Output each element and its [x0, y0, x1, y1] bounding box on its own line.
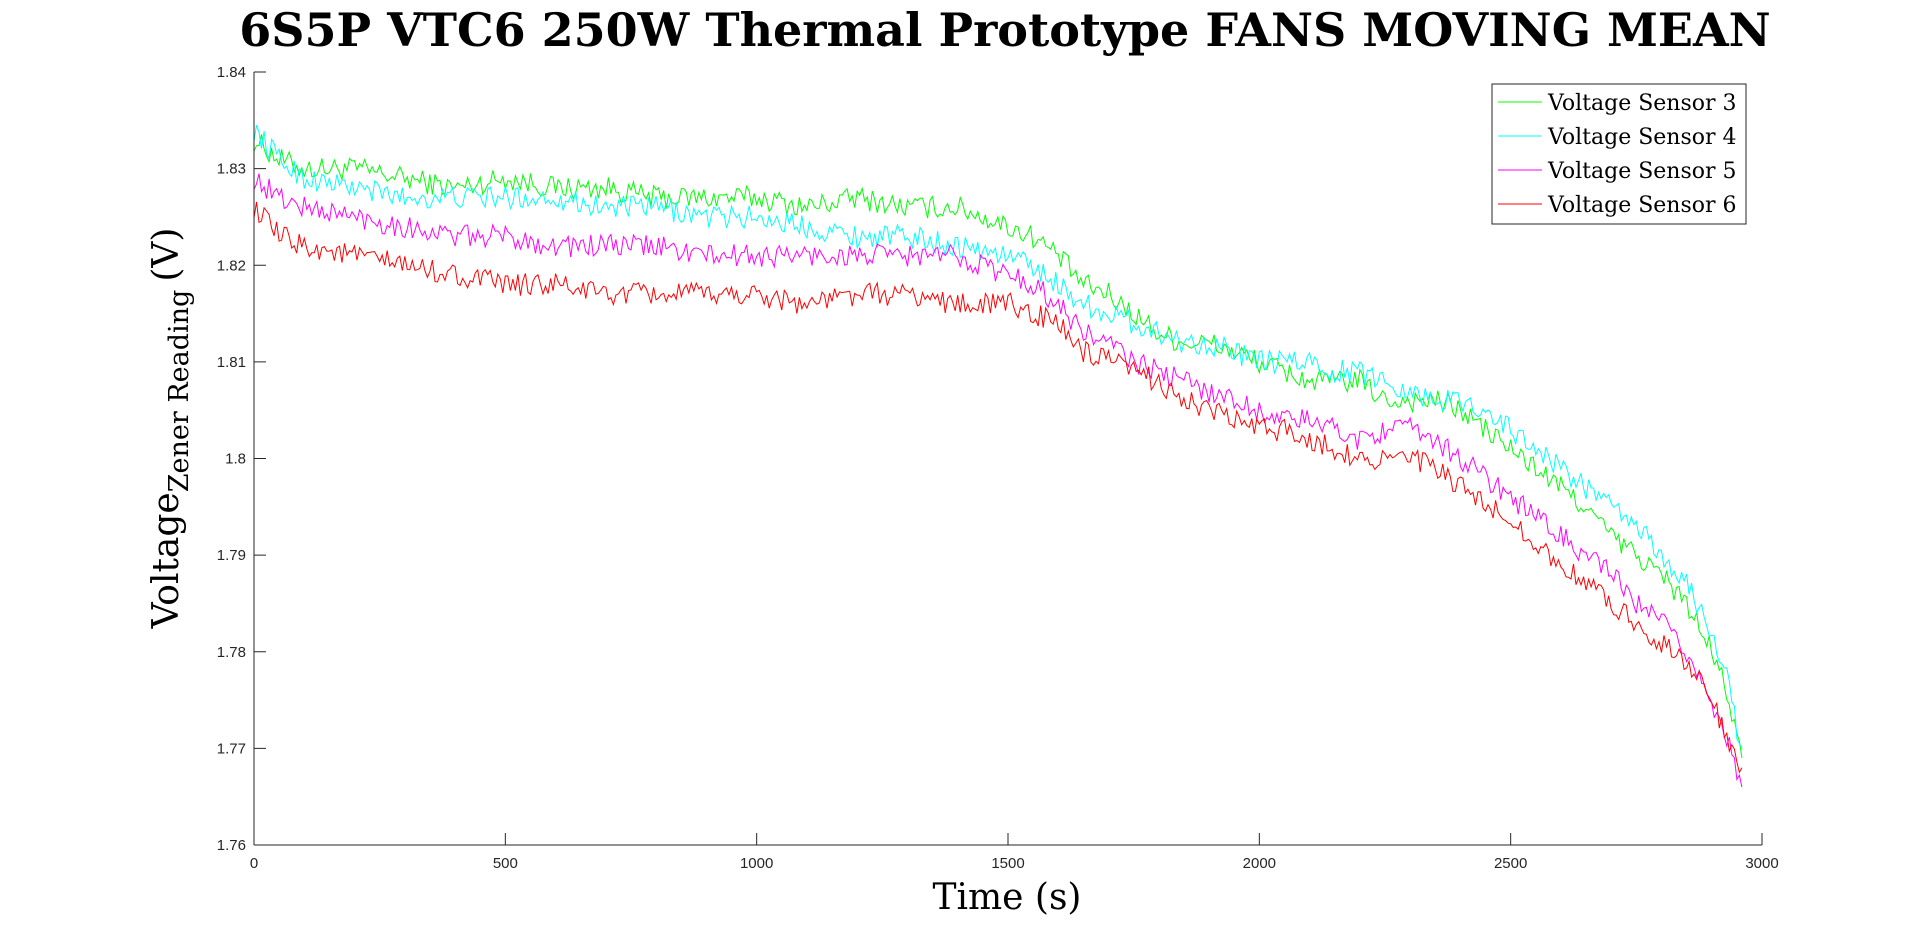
legend-label: Voltage Sensor 6	[1547, 193, 1737, 218]
legend-label: Voltage Sensor 4	[1547, 125, 1737, 150]
series-line-sensor-5	[253, 173, 1743, 788]
legend: Voltage Sensor 3 Voltage Sensor 4 Voltage …	[1491, 83, 1747, 225]
y-tick-label: 1.78	[217, 644, 246, 661]
y-axis-title: VoltageZener Reading (V)	[146, 228, 195, 630]
series-line-sensor-6	[253, 201, 1743, 774]
y-ticks: 1.76 1.77 1.78 1.79 1.8 1.81 1.82 1.83 1.84	[217, 64, 266, 854]
y-tick-label: 1.8	[225, 451, 246, 468]
y-tick-label: 1.82	[217, 257, 246, 274]
y-axis-title-unit: (V)	[146, 228, 187, 282]
legend-box	[1491, 83, 1747, 225]
y-tick-label: 1.77	[217, 740, 246, 757]
series-line-sensor-3	[253, 134, 1743, 759]
legend-label: Voltage Sensor 5	[1547, 159, 1737, 184]
y-tick-label: 1.84	[217, 64, 246, 81]
chart-title: 6S5P VTC6 250W Thermal Prototype FANS MO…	[239, 3, 1770, 57]
x-ticks: 0 500 1000 1500 2000 2500 3000	[250, 833, 1779, 872]
y-axis-title-subscript: Zener Reading	[164, 290, 195, 493]
x-tick-label: 500	[493, 855, 518, 872]
x-tick-label: 1000	[740, 855, 773, 872]
x-tick-label: 3000	[1745, 855, 1778, 872]
x-axis-title: Time (s)	[933, 877, 1082, 918]
x-tick-label: 2000	[1243, 855, 1276, 872]
legend-items: Voltage Sensor 3 Voltage Sensor 4 Voltage …	[1498, 91, 1737, 218]
series-line-sensor-4	[253, 125, 1743, 749]
legend-label: Voltage Sensor 3	[1547, 91, 1737, 116]
x-tick-label: 0	[250, 855, 258, 872]
y-axis-title-main: Voltage	[146, 492, 187, 629]
series-group	[253, 125, 1743, 788]
x-tick-label: 2500	[1494, 855, 1527, 872]
y-tick-label: 1.76	[217, 837, 246, 854]
x-tick-label: 1500	[991, 855, 1024, 872]
y-tick-label: 1.79	[217, 547, 246, 564]
y-tick-label: 1.83	[217, 161, 246, 178]
y-tick-label: 1.81	[217, 354, 246, 371]
